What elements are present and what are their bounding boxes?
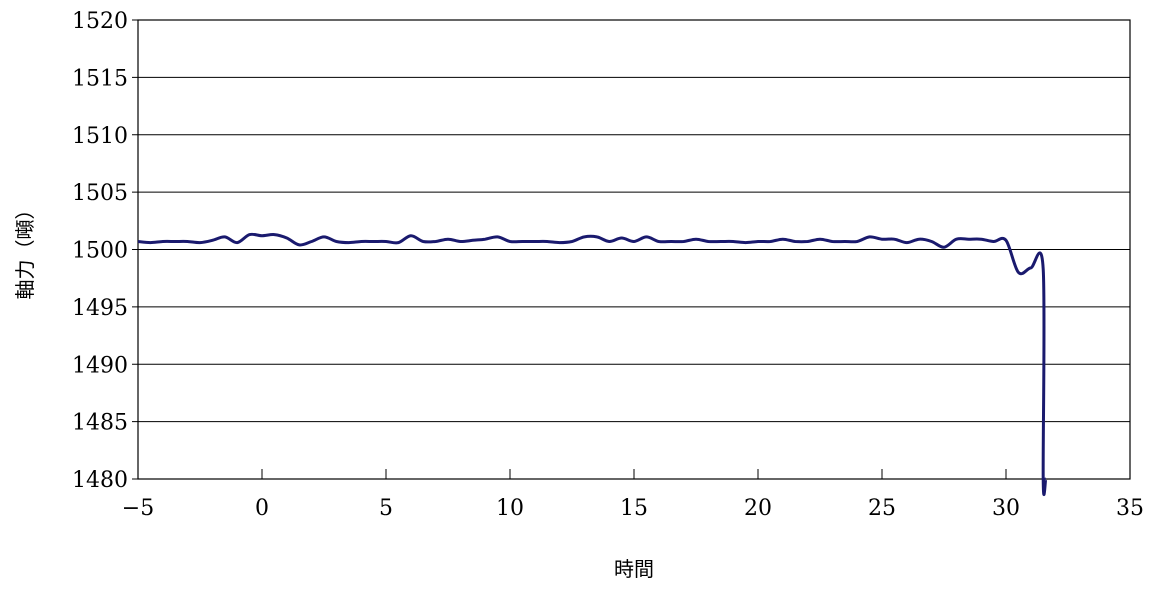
y-tick-label: 1500 (72, 239, 128, 264)
y-tick-label: 1490 (72, 353, 128, 378)
axis-ticks (132, 19, 1131, 480)
x-tick-label: 10 (496, 496, 524, 521)
x-axis-tick-labels: −5 0 5 10 15 20 25 30 35 (122, 496, 1144, 521)
y-axis-title: 軸力（噸） (13, 200, 37, 300)
y-tick-label: 1485 (72, 411, 128, 436)
grid-lines (138, 76, 1130, 423)
x-tick-label: 30 (992, 496, 1020, 521)
y-tick-label: 1520 (72, 9, 128, 34)
y-tick-label: 1480 (72, 468, 128, 493)
x-tick-label: 0 (255, 496, 269, 521)
series-line (137, 232, 1048, 497)
y-tick-label: 1515 (72, 66, 128, 91)
series-layer (137, 232, 1048, 497)
x-tick-label: 15 (620, 496, 648, 521)
x-tick-label: 20 (744, 496, 772, 521)
x-axis-title: 時間 (614, 557, 654, 581)
x-tick-label: 35 (1116, 496, 1144, 521)
y-tick-label: 1495 (72, 296, 128, 321)
y-tick-label: 1510 (72, 124, 128, 149)
x-tick-label: −5 (122, 496, 154, 521)
y-tick-label: 1505 (72, 181, 128, 206)
x-tick-label: 25 (868, 496, 896, 521)
x-tick-label: 5 (379, 496, 393, 521)
y-axis-tick-labels: 1480 1485 1490 1495 1500 1505 1510 1515 1520 (72, 9, 128, 493)
